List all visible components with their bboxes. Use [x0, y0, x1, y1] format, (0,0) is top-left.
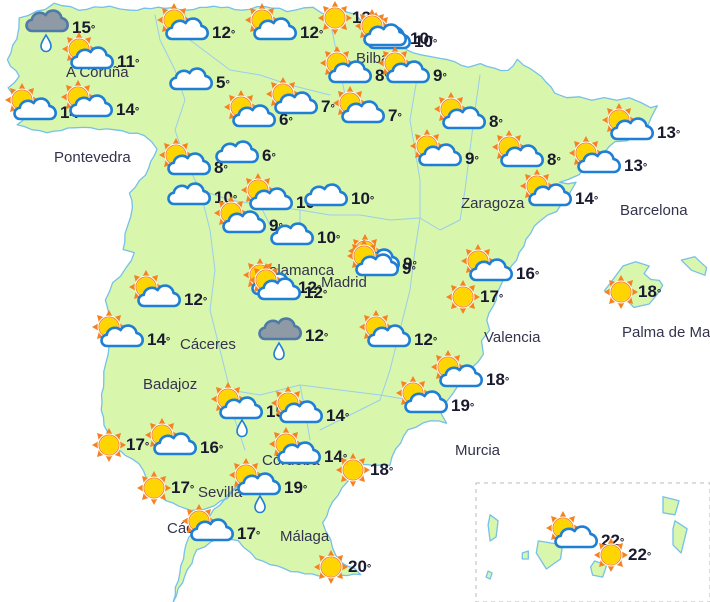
- svg-text:Palma de Mallorca: Palma de Mallorca: [622, 324, 710, 341]
- svg-text:19°: 19°: [451, 396, 474, 415]
- svg-text:Zaragoza: Zaragoza: [461, 195, 525, 212]
- svg-text:Sevilla: Sevilla: [198, 484, 243, 501]
- svg-text:Málaga: Málaga: [280, 528, 330, 545]
- svg-text:Murcia: Murcia: [455, 442, 501, 459]
- svg-text:Madrid: Madrid: [321, 274, 367, 291]
- svg-text:14°: 14°: [575, 189, 598, 208]
- svg-text:18°: 18°: [486, 370, 509, 389]
- svg-text:Pontevedra: Pontevedra: [54, 149, 131, 166]
- svg-text:17°: 17°: [480, 287, 503, 306]
- svg-text:Cáceres: Cáceres: [180, 336, 236, 353]
- svg-text:22°: 22°: [628, 545, 651, 564]
- svg-text:Barcelona: Barcelona: [620, 202, 688, 219]
- svg-text:13°: 13°: [624, 156, 647, 175]
- svg-text:Badajoz: Badajoz: [143, 376, 197, 393]
- svg-text:16°: 16°: [516, 264, 539, 283]
- svg-text:Valencia: Valencia: [484, 329, 541, 346]
- svg-text:20°: 20°: [348, 557, 371, 576]
- svg-text:13°: 13°: [657, 123, 680, 142]
